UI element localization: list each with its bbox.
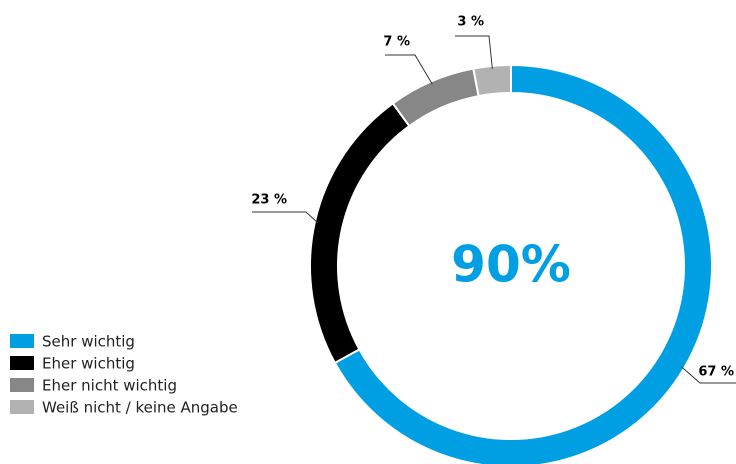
- leader-line: [681, 366, 736, 384]
- legend-swatch: [10, 356, 34, 370]
- donut-slice: [472, 63, 512, 98]
- legend-swatch: [10, 334, 34, 348]
- donut-slice: [309, 101, 411, 365]
- legend-label: Eher wichtig: [42, 355, 135, 373]
- value-label: 23 %: [251, 193, 287, 208]
- legend-swatch: [10, 400, 34, 414]
- leader-line: [455, 35, 493, 69]
- value-label: 67 %: [698, 365, 734, 380]
- legend-label: Sehr wichtig: [42, 333, 135, 351]
- donut-slice: [391, 67, 480, 128]
- center-label: 90%: [451, 236, 571, 294]
- value-label: 3 %: [457, 15, 484, 30]
- leader-line: [252, 211, 319, 224]
- legend-label: Eher nicht wichtig: [42, 377, 177, 395]
- value-label: 7 %: [383, 35, 410, 50]
- donut-slice: [333, 63, 713, 464]
- legend-label: Weiß nicht / keine Angabe: [42, 399, 238, 417]
- leader-line: [385, 54, 433, 85]
- legend-swatch: [10, 378, 34, 392]
